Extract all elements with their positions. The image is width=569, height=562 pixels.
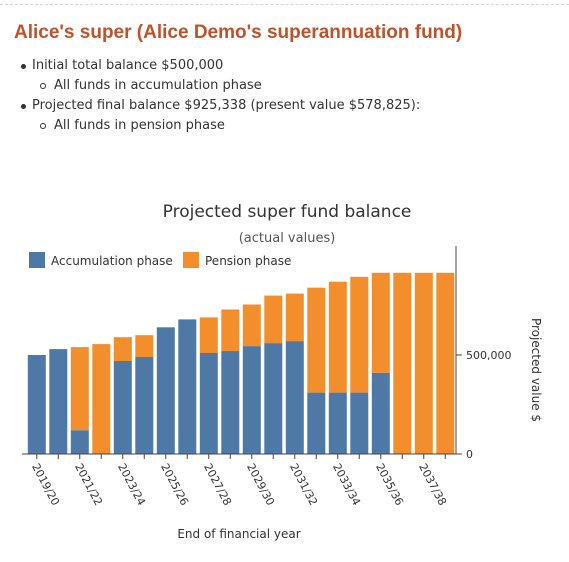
top-divider [0, 4, 569, 5]
x-tick-label: 2035/36 [373, 461, 406, 507]
balance-chart: Projected super fund balance (actual val… [22, 202, 543, 541]
page-title: Alice's super (Alice Demo's superannuati… [14, 22, 463, 43]
summary-subitem-initial-phase: All funds in accumulation phase [14, 76, 420, 96]
bar-pension[interactable] [393, 272, 412, 454]
summary-item-projected-balance: Projected final balance $925,338 (presen… [14, 96, 420, 116]
legend-label-pension[interactable]: Pension phase [205, 254, 291, 268]
chart-bars [27, 272, 455, 454]
bar-accumulation[interactable] [49, 349, 68, 454]
bar-pension[interactable] [113, 337, 132, 361]
bar-pension[interactable] [285, 293, 304, 342]
legend-swatch-pension[interactable] [183, 252, 199, 268]
x-tick-label: 2029/30 [244, 461, 277, 507]
bar-pension[interactable] [221, 309, 240, 352]
bar-accumulation[interactable] [328, 392, 347, 454]
x-tick-label: 2023/24 [115, 461, 148, 507]
bar-accumulation[interactable] [350, 392, 369, 454]
bar-pension[interactable] [135, 335, 154, 357]
bar-accumulation[interactable] [27, 355, 46, 454]
y-tick-label: 500,000 [466, 349, 512, 362]
bar-accumulation[interactable] [178, 319, 197, 454]
legend-swatch-accumulation[interactable] [29, 252, 45, 268]
summary-list: Initial total balance $500,000 All funds… [14, 56, 420, 136]
bar-pension[interactable] [70, 347, 89, 431]
bar-pension[interactable] [92, 344, 111, 454]
x-tick-label: 2033/34 [330, 461, 363, 507]
x-axis: 2019/20 2021/22 2023/24 2025/26 2027/28 2029/… [22, 453, 456, 508]
x-tick-label: 2031/32 [287, 461, 320, 507]
chart-legend: Accumulation phase Pension phase [29, 252, 291, 268]
y-axis: 0 500,000 [455, 246, 512, 461]
bar-accumulation[interactable] [242, 346, 261, 454]
bar-pension[interactable] [371, 272, 390, 373]
bar-pension[interactable] [436, 272, 455, 454]
bar-accumulation[interactable] [264, 343, 283, 454]
bar-pension[interactable] [199, 317, 218, 353]
summary-item-initial-balance: Initial total balance $500,000 [14, 56, 420, 76]
chart-subtitle: (actual values) [239, 231, 336, 246]
bar-pension[interactable] [328, 281, 347, 393]
bar-accumulation[interactable] [307, 392, 326, 454]
bar-accumulation[interactable] [135, 357, 154, 454]
chart-title: Projected super fund balance [163, 202, 412, 222]
bar-accumulation[interactable] [371, 372, 390, 454]
bar-pension[interactable] [307, 287, 326, 393]
bar-pension[interactable] [350, 276, 369, 393]
bar-pension[interactable] [414, 272, 433, 454]
bar-accumulation[interactable] [199, 353, 218, 454]
legend-label-accumulation[interactable]: Accumulation phase [51, 254, 173, 268]
bar-pension[interactable] [242, 304, 261, 347]
bar-accumulation[interactable] [285, 341, 304, 454]
bar-pension[interactable] [264, 295, 283, 344]
y-tick-label: 0 [466, 448, 473, 461]
x-tick-label: 2019/20 [29, 461, 62, 507]
summary-subitem-final-phase: All funds in pension phase [14, 116, 420, 136]
x-tick-label: 2025/26 [158, 461, 191, 507]
y-axis-label: Projected value $ [529, 318, 543, 422]
x-tick-label: 2027/28 [201, 461, 234, 507]
bar-accumulation[interactable] [156, 327, 175, 454]
bar-accumulation[interactable] [221, 351, 240, 454]
x-tick-label: 2037/38 [416, 461, 449, 507]
x-tick-label: 2021/22 [72, 461, 105, 507]
x-axis-label: End of financial year [177, 527, 300, 541]
bar-accumulation[interactable] [70, 430, 89, 454]
bar-accumulation[interactable] [113, 360, 132, 454]
